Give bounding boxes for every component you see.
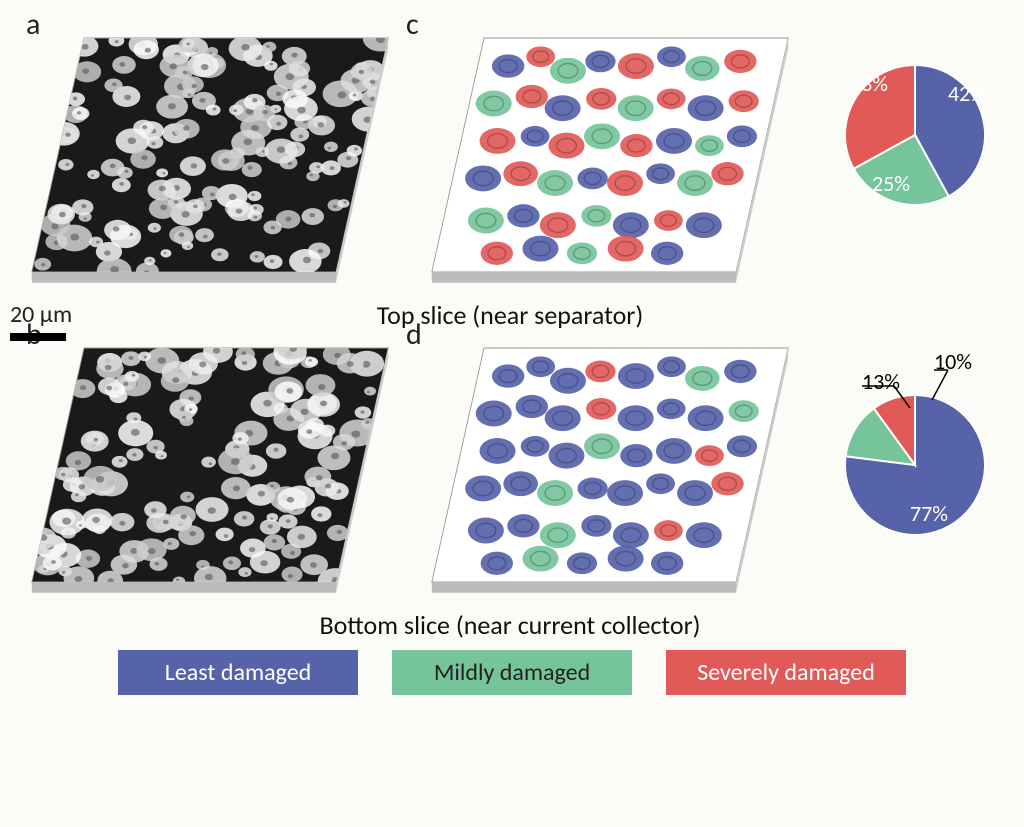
- pie-c-least-label: 42%: [948, 80, 986, 107]
- pie-c-severe-label: 33%: [850, 70, 888, 97]
- scalebar-bar: [10, 333, 66, 341]
- legend-least: Least damaged: [118, 650, 358, 695]
- scalebar: 20 μm: [10, 300, 72, 341]
- panel-a-label: a: [26, 6, 40, 43]
- caption-bottom: Bottom slice (near current collector): [319, 609, 700, 641]
- panel-d: d: [410, 330, 840, 610]
- sem-image-a: [30, 20, 390, 290]
- panel-c-label: c: [406, 6, 419, 43]
- panel-b: b: [30, 330, 410, 610]
- pie-c-mild-label: 25%: [872, 170, 910, 197]
- legend-mild: Mildly damaged: [392, 650, 632, 695]
- panel-d-label: d: [406, 316, 422, 353]
- segmented-image-c: [410, 20, 810, 290]
- panel-a: a: [30, 20, 410, 300]
- pie-c-wrap: 33% 42% 25%: [840, 20, 990, 300]
- scalebar-label: 20 μm: [10, 300, 72, 329]
- pie-d-wrap: 10% 13% 77%: [840, 330, 990, 610]
- sem-image-b: [30, 330, 390, 600]
- figure-grid: a c 33% 42% 25% Top slice (near separato…: [30, 20, 994, 640]
- panel-c: c: [410, 20, 840, 300]
- segmented-image-d: [410, 330, 810, 600]
- pie-d-leaders: [840, 330, 990, 550]
- legend: Least damaged Mildly damaged Severely da…: [30, 650, 994, 695]
- legend-severe: Severely damaged: [666, 650, 906, 695]
